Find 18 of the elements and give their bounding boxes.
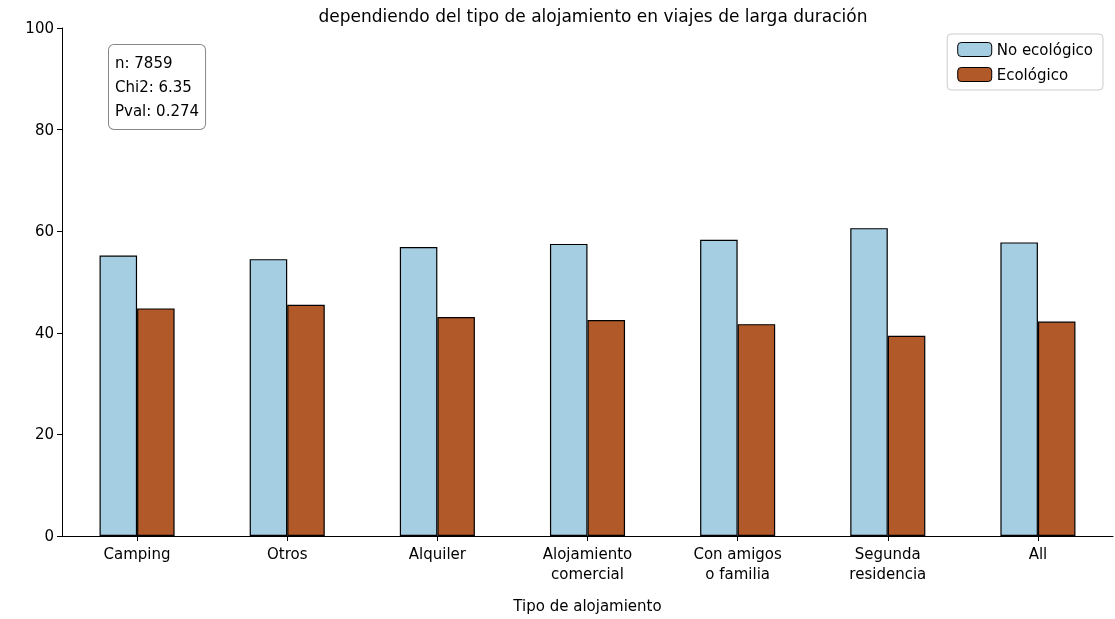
y-tick-label: 100 [25,19,54,37]
x-tick-label: Alojamiento comercial [542,545,633,583]
x-tick-label: Alquiler [408,545,467,563]
x-tick-label: Camping [103,545,171,563]
x-tick-label: All [1028,545,1048,563]
legend-label: Ecológico [996,65,1069,84]
y-tick-label: 0 [44,527,54,545]
x-tick-label: Con amigos o familia [693,545,783,583]
y-tick-label: 20 [34,425,54,444]
x-tick-label: Otros [266,545,308,563]
x-tick-label: Segunda residencia [849,545,927,583]
annotation: n: 7859 Chi2: 6.35 Pval: 0.274 [115,54,200,120]
y-tick-label: 60 [34,222,54,241]
y-tick-label: 40 [34,323,54,342]
x-axis-title: Tipo de alojamiento [512,596,662,615]
chart-title: dependiendo del tipo de alojamiento en viajes de larga duración [318,5,868,26]
y-tick-label: 80 [34,120,54,139]
legend-label: No ecológico [996,40,1093,59]
